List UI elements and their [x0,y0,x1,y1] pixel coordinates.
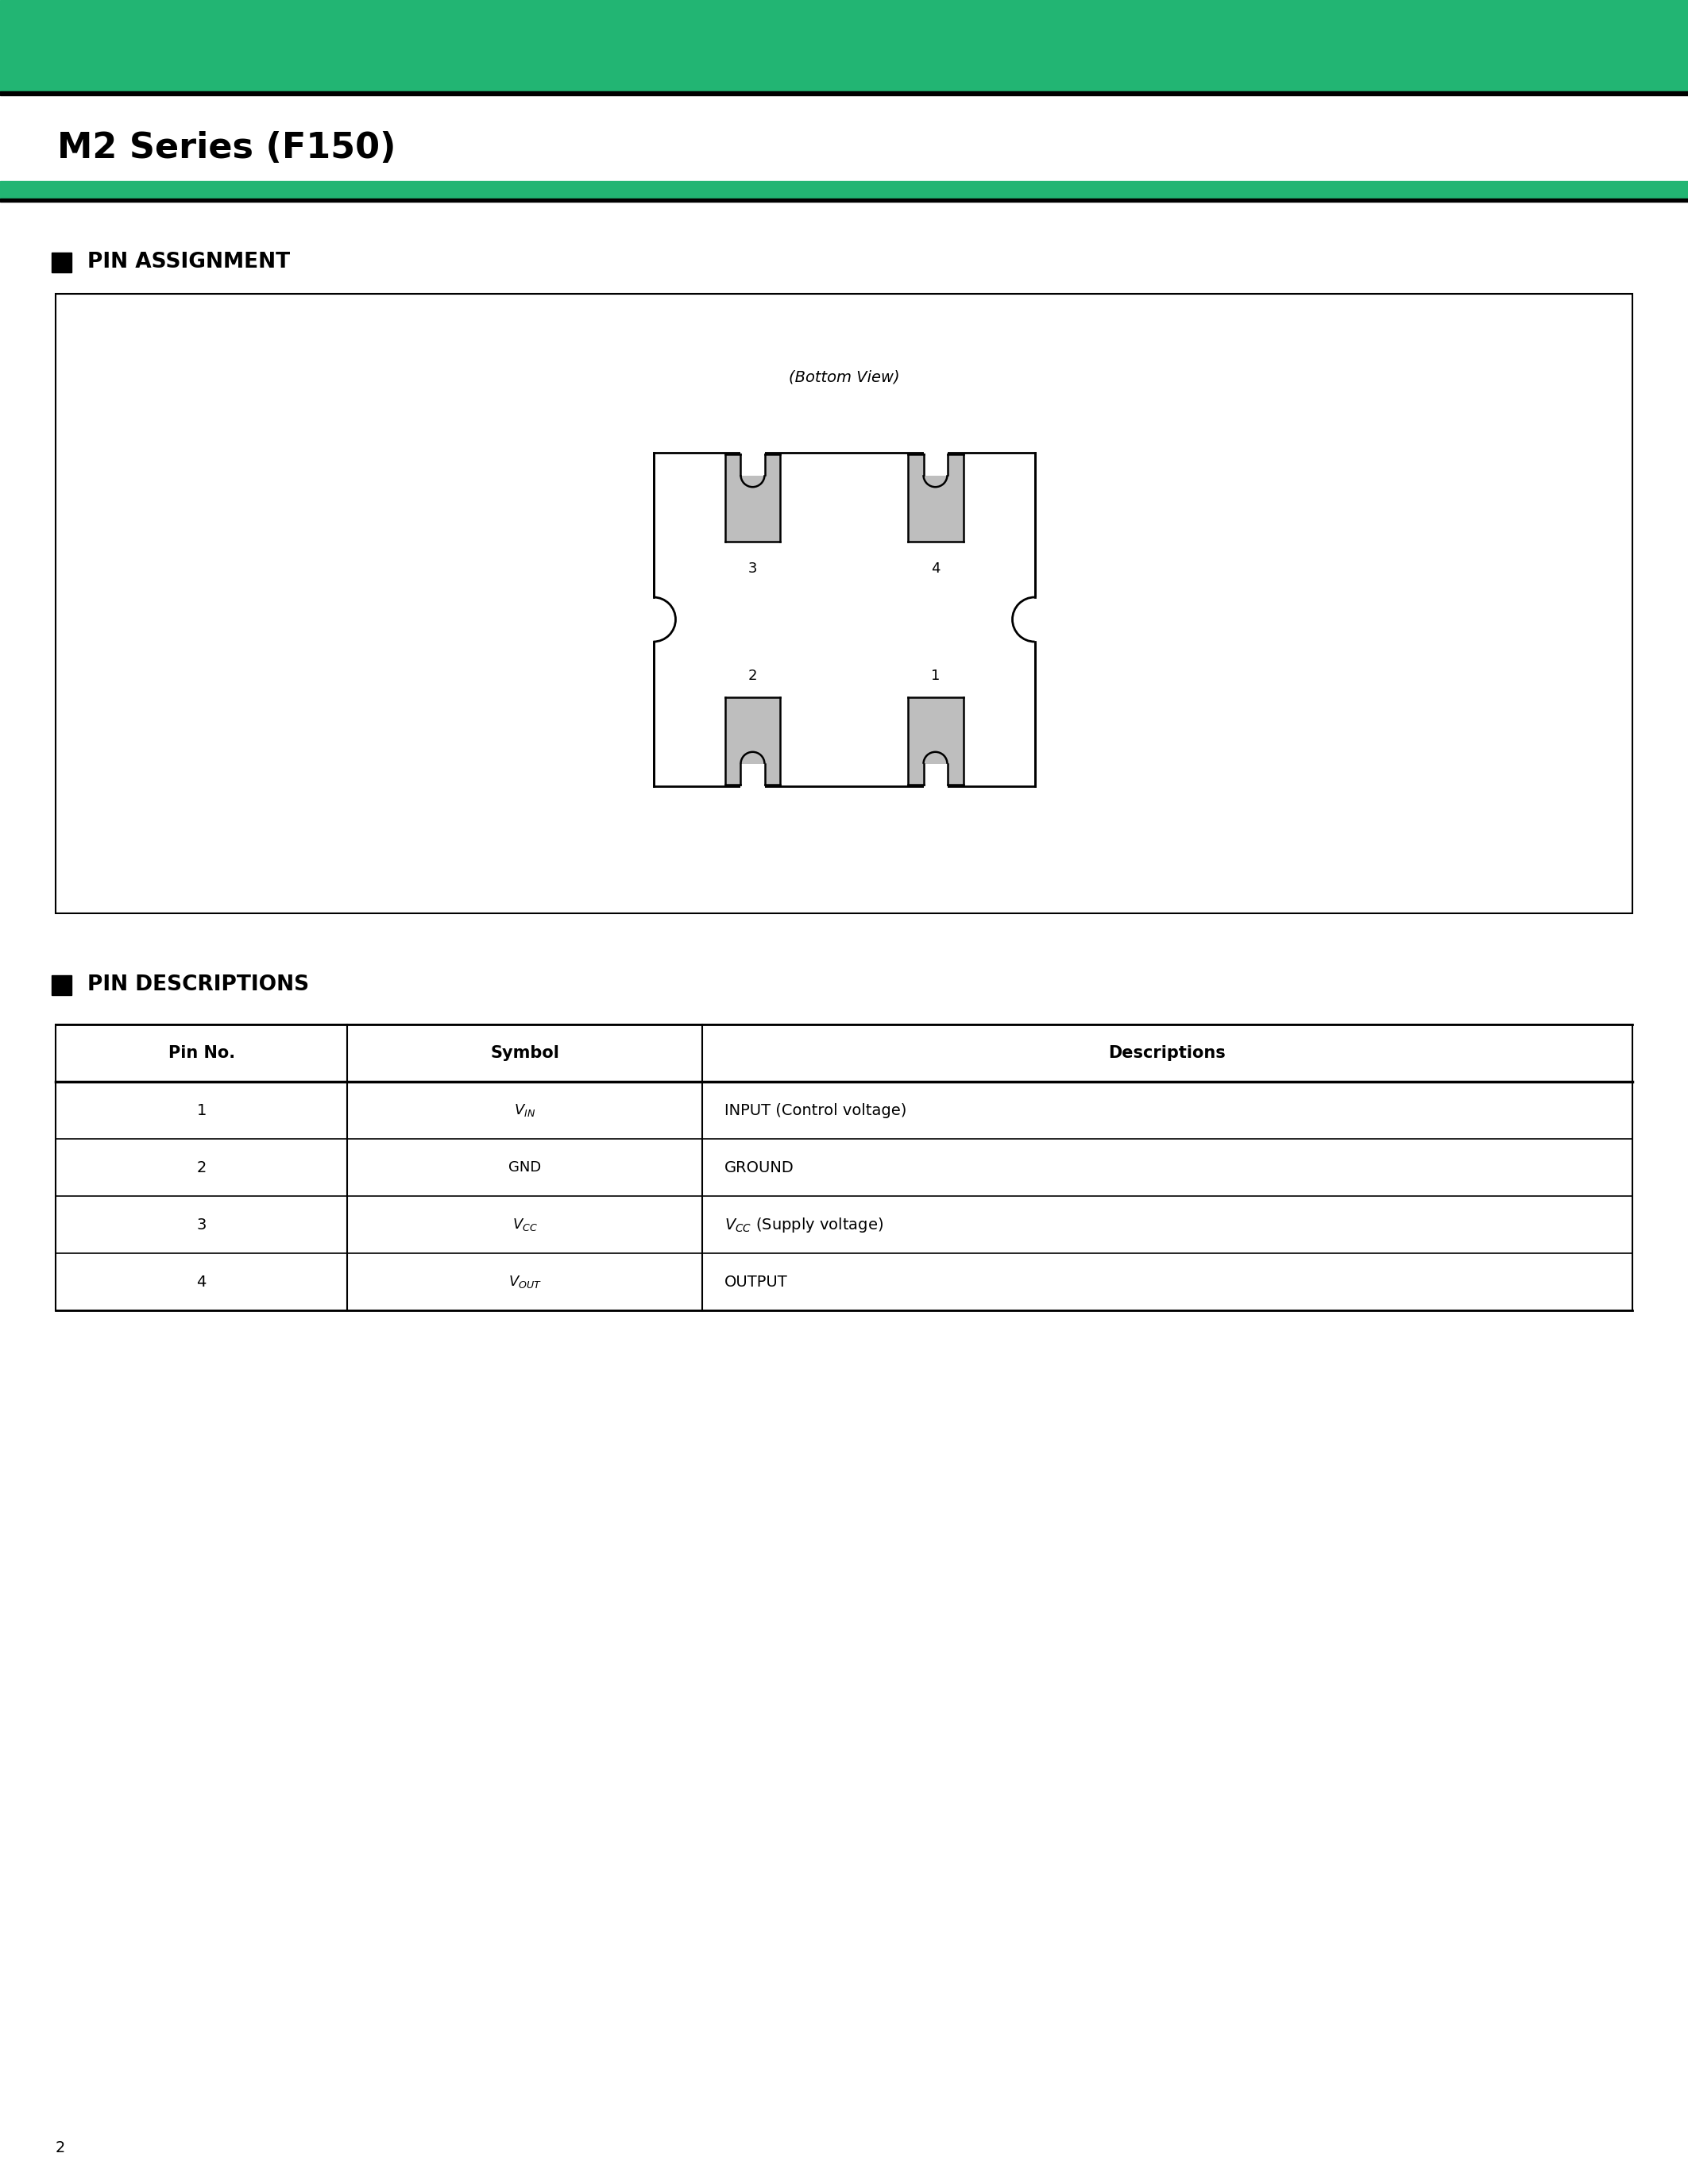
Text: OUTPUT: OUTPUT [724,1273,788,1289]
Bar [741,764,765,788]
Bar [908,454,964,542]
Text: $V_{IN}$: $V_{IN}$ [513,1103,535,1118]
Text: $V_{CC}$: $V_{CC}$ [511,1216,537,1232]
Text: 4: 4 [930,561,940,577]
Bar [991,596,1038,642]
Bar [923,764,947,788]
Text: Symbol: Symbol [490,1046,559,1061]
Text: INPUT (Control voltage): INPUT (Control voltage) [724,1103,906,1118]
Text: $V_{OUT}$: $V_{OUT}$ [508,1273,542,1291]
Text: $V_{CC}$ (Supply voltage): $V_{CC}$ (Supply voltage) [724,1216,883,1234]
Text: GROUND: GROUND [724,1160,793,1175]
Text: 2: 2 [748,668,758,684]
Text: 3: 3 [196,1216,206,1232]
Bar [0,181,1688,199]
Bar [908,697,964,784]
Bar [52,251,71,273]
Text: Descriptions: Descriptions [1109,1046,1225,1061]
Bar [724,454,780,542]
Bar [56,1024,1632,1310]
Bar [741,452,765,476]
Text: PIN ASSIGNMENT: PIN ASSIGNMENT [88,251,290,273]
Bar [52,974,71,994]
Bar [650,596,697,642]
Bar [0,199,1688,201]
Bar [653,452,1035,786]
Text: 1: 1 [196,1103,206,1118]
Text: 3: 3 [748,561,758,577]
Text: 2: 2 [196,1160,206,1175]
Text: (Bottom View): (Bottom View) [788,369,900,384]
Text: PIN DESCRIPTIONS: PIN DESCRIPTIONS [88,974,309,996]
Bar [0,92,1688,94]
Text: 2: 2 [56,2140,66,2156]
Text: M2 Series (F150): M2 Series (F150) [57,131,397,166]
Bar [923,452,947,476]
Text: 4: 4 [196,1273,206,1289]
Text: Pin No.: Pin No. [169,1046,235,1061]
Bar [0,0,1688,92]
Bar [724,697,780,784]
Bar [56,295,1632,913]
Text: 1: 1 [930,668,940,684]
Text: GND: GND [508,1160,542,1175]
